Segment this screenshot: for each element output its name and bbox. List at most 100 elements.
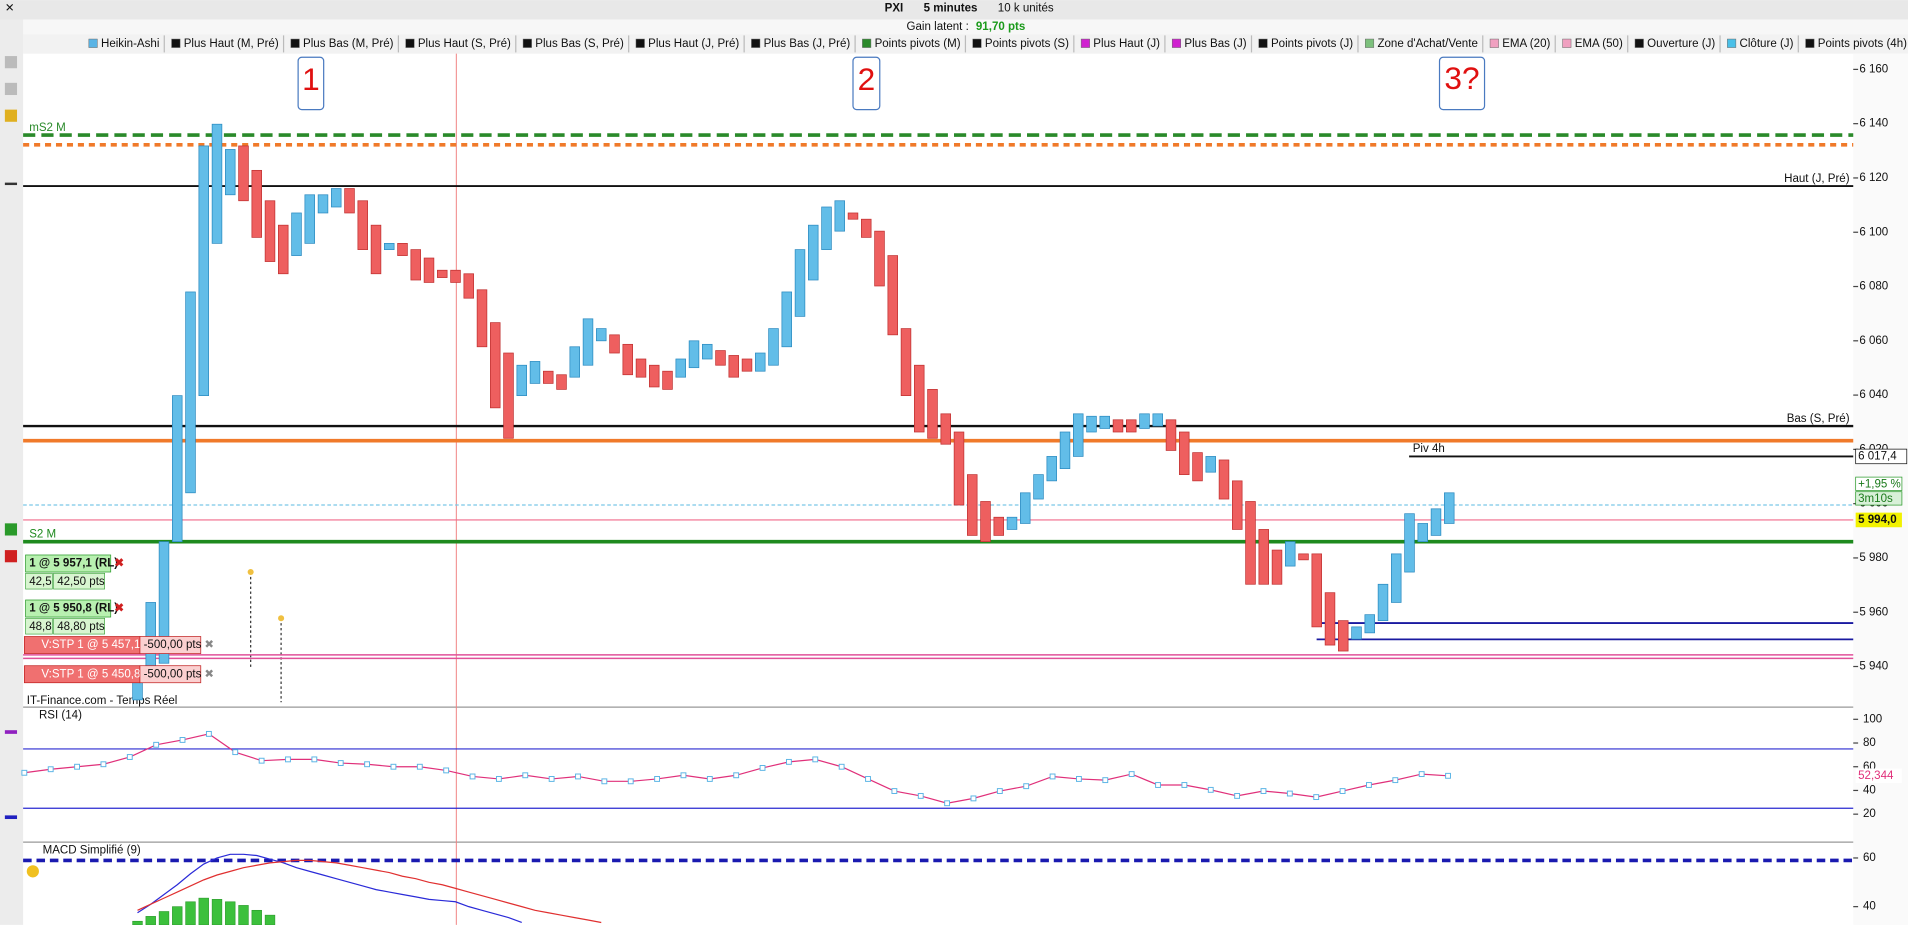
- gain-label: Gain latent :: [907, 21, 969, 33]
- candle: [1033, 474, 1044, 500]
- candle: [172, 395, 183, 543]
- candle: [1430, 508, 1442, 536]
- level-label: S2 M: [29, 528, 56, 540]
- legend-item[interactable]: Points pivots (4h): [1818, 38, 1907, 50]
- candle: [543, 370, 554, 384]
- legend-item[interactable]: Plus Haut (S, Pré): [418, 38, 511, 50]
- instrument[interactable]: PXI: [885, 3, 904, 15]
- histogram-bar: [185, 901, 196, 925]
- candle: [1232, 480, 1243, 530]
- annotation-box: [297, 56, 325, 111]
- legend-item[interactable]: Plus Bas (S, Pré): [535, 38, 624, 50]
- order-qty-box: [25, 617, 53, 635]
- order-point: [278, 615, 285, 622]
- legend-swatch: [635, 38, 645, 48]
- annotation-box: [1438, 56, 1486, 111]
- rsi-point: [232, 749, 239, 756]
- stop-cancel[interactable]: ✖: [204, 668, 214, 680]
- stop-label[interactable]: V:STP 1 @ 5 450,8: [41, 668, 140, 680]
- rsi-point: [1234, 792, 1241, 799]
- rsi-point: [996, 788, 1003, 794]
- candle: [953, 431, 965, 506]
- candle: [821, 206, 832, 250]
- legend-item[interactable]: Plus Bas (M, Pré): [303, 38, 394, 50]
- candle: [1126, 419, 1137, 433]
- order-label[interactable]: 1 @ 5 950,8 (RL): [29, 603, 118, 615]
- candle: [1020, 492, 1031, 524]
- candle: [529, 361, 541, 384]
- tool-icon[interactable]: [4, 550, 18, 563]
- order-qty: 42,5: [29, 576, 51, 588]
- timeframe[interactable]: 5 minutes: [924, 3, 978, 15]
- tool-icon[interactable]: [4, 730, 18, 734]
- tool-icon[interactable]: [4, 815, 18, 820]
- legend-swatch: [972, 38, 982, 48]
- legend-item[interactable]: Ouverture (J): [1647, 38, 1715, 50]
- stop-pts: -500,00 pts: [144, 639, 202, 651]
- tool-icon[interactable]: [4, 182, 18, 186]
- candle: [1258, 529, 1269, 585]
- legend-item[interactable]: Plus Bas (J): [1184, 38, 1246, 50]
- y-tick-label: 6 060: [1859, 335, 1888, 347]
- candle: [967, 474, 978, 536]
- order-pts: 48,80 pts: [57, 621, 105, 633]
- rsi-point: [1286, 790, 1293, 797]
- legend-item[interactable]: Clôture (J): [1740, 38, 1794, 50]
- rsi-point: [759, 765, 766, 771]
- legend-item[interactable]: Plus Bas (J, Pré): [764, 38, 851, 50]
- order-pts-box: [53, 572, 105, 590]
- histogram-bar: [251, 909, 262, 925]
- tool-icon[interactable]: [4, 109, 18, 122]
- legend-item[interactable]: Plus Haut (J): [1093, 38, 1160, 50]
- rsi-point: [1049, 773, 1056, 780]
- rsi-point: [74, 763, 80, 770]
- candle: [1311, 553, 1322, 628]
- legend-item[interactable]: Points pivots (J): [1271, 38, 1353, 50]
- order-cancel[interactable]: ✖: [114, 603, 124, 615]
- tool-icon[interactable]: [4, 523, 18, 536]
- order-cancel[interactable]: ✖: [114, 558, 124, 570]
- rsi-point: [1207, 786, 1214, 793]
- candle: [1271, 549, 1283, 585]
- rsi-point: [575, 773, 581, 780]
- close-icon[interactable]: ✕: [5, 3, 15, 15]
- legend-item[interactable]: Zone d'Achat/Vente: [1377, 38, 1477, 50]
- tool-icon[interactable]: [4, 82, 18, 96]
- legend-item[interactable]: EMA (20): [1502, 38, 1550, 50]
- candle: [887, 255, 898, 336]
- stop-cancel[interactable]: ✖: [204, 639, 214, 651]
- legend-item[interactable]: EMA (50): [1575, 38, 1623, 50]
- candle: [1377, 583, 1389, 622]
- legend-swatch: [1258, 38, 1268, 48]
- candle: [1192, 452, 1203, 482]
- rsi-point: [548, 776, 555, 782]
- histogram-bar: [172, 906, 183, 925]
- stop-label[interactable]: V:STP 1 @ 5 457,1: [41, 639, 140, 651]
- panel-title: RSI (14): [39, 710, 82, 722]
- legend-item[interactable]: Points pivots (S): [985, 38, 1069, 50]
- status-bar: [0, 19, 1908, 35]
- legend-swatch: [1634, 38, 1644, 48]
- rsi-point: [1102, 777, 1109, 784]
- legend-swatch: [290, 38, 300, 48]
- candle: [635, 358, 647, 378]
- candle: [476, 289, 488, 348]
- order-label[interactable]: 1 @ 5 957,1 (RL): [29, 558, 118, 570]
- candle: [331, 188, 342, 208]
- size[interactable]: 10 k unités: [998, 3, 1054, 15]
- legend-item[interactable]: Points pivots (M): [875, 38, 961, 50]
- rsi-point: [891, 788, 898, 794]
- y-tick-label: 5 940: [1859, 661, 1888, 673]
- annotation: 1: [302, 61, 320, 97]
- candle: [649, 364, 660, 388]
- legend-item[interactable]: Plus Haut (J, Pré): [648, 38, 739, 50]
- rsi-point: [364, 761, 370, 768]
- rsi-point: [469, 773, 476, 780]
- tool-icon[interactable]: [4, 56, 18, 69]
- rsi-point: [21, 769, 28, 776]
- legend-item[interactable]: Heikin-Ashi: [101, 38, 159, 50]
- legend-item[interactable]: Plus Haut (M, Pré): [184, 38, 279, 50]
- candle: [834, 200, 845, 232]
- candle: [569, 346, 580, 378]
- rsi-point: [785, 758, 792, 765]
